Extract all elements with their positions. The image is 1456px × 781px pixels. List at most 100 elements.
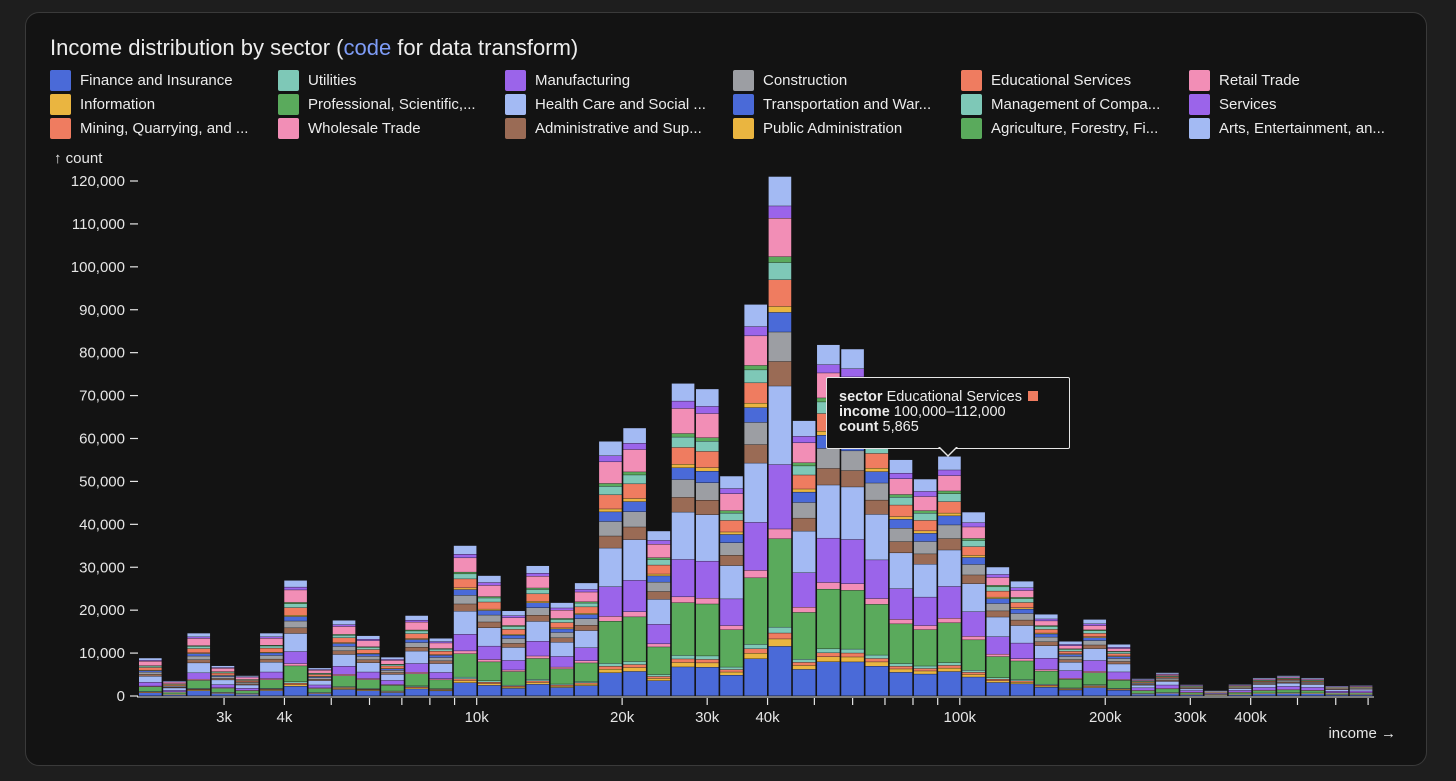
bar-segment[interactable] bbox=[429, 651, 453, 655]
bar-segment[interactable] bbox=[211, 678, 235, 680]
bar-segment[interactable] bbox=[986, 636, 1010, 654]
bar-segment[interactable] bbox=[1034, 625, 1058, 627]
bar-segment[interactable] bbox=[695, 406, 719, 414]
bar-segment[interactable] bbox=[1252, 677, 1276, 679]
bar-segment[interactable] bbox=[647, 565, 671, 574]
bar-segment[interactable] bbox=[938, 513, 961, 516]
bar-segment[interactable] bbox=[574, 684, 598, 686]
bar-segment[interactable] bbox=[478, 615, 501, 622]
bar-segment[interactable] bbox=[308, 676, 332, 678]
bar-segment[interactable] bbox=[1034, 637, 1058, 642]
bar-segment[interactable] bbox=[405, 673, 428, 686]
bar-segment[interactable] bbox=[623, 498, 646, 502]
bar-segment[interactable] bbox=[792, 518, 816, 531]
bar-segment[interactable] bbox=[720, 630, 743, 667]
bar-segment[interactable] bbox=[720, 476, 743, 489]
bar-segment[interactable] bbox=[962, 512, 985, 523]
bar-segment[interactable] bbox=[1010, 661, 1034, 680]
bar-segment[interactable] bbox=[1034, 642, 1058, 646]
bar-segment[interactable] bbox=[1301, 687, 1324, 691]
bar-segment[interactable] bbox=[526, 658, 550, 680]
bar-segment[interactable] bbox=[647, 531, 671, 541]
bar-segment[interactable] bbox=[695, 467, 719, 471]
bar-segment[interactable] bbox=[163, 692, 186, 694]
bar-segment[interactable] bbox=[187, 646, 211, 649]
bar-segment[interactable] bbox=[163, 694, 186, 696]
bar-segment[interactable] bbox=[671, 662, 695, 667]
bar-segment[interactable] bbox=[1277, 675, 1300, 677]
bar-segment[interactable] bbox=[1277, 682, 1300, 684]
bar-segment[interactable] bbox=[1180, 692, 1203, 694]
bar-segment[interactable] bbox=[671, 447, 695, 465]
bar-segment[interactable] bbox=[235, 683, 259, 684]
bar-segment[interactable] bbox=[986, 682, 1010, 696]
bar-segment[interactable] bbox=[1059, 645, 1082, 649]
bar-segment[interactable] bbox=[187, 690, 211, 696]
bar-segment[interactable] bbox=[792, 665, 816, 670]
bar-segment[interactable] bbox=[211, 668, 235, 672]
bar-segment[interactable] bbox=[913, 629, 937, 666]
bar-segment[interactable] bbox=[865, 658, 889, 662]
bar-segment[interactable] bbox=[405, 638, 428, 640]
bar-segment[interactable] bbox=[1349, 694, 1373, 696]
bar-segment[interactable] bbox=[526, 576, 550, 588]
bar-segment[interactable] bbox=[1252, 684, 1276, 688]
bar-segment[interactable] bbox=[381, 669, 404, 671]
bar-segment[interactable] bbox=[647, 674, 671, 677]
bar-segment[interactable] bbox=[962, 557, 985, 565]
bar-segment[interactable] bbox=[478, 685, 501, 696]
bar-segment[interactable] bbox=[574, 647, 598, 661]
bar-segment[interactable] bbox=[913, 674, 937, 696]
bar-segment[interactable] bbox=[1083, 625, 1107, 630]
bar-segment[interactable] bbox=[332, 646, 356, 651]
bar-segment[interactable] bbox=[1059, 670, 1082, 679]
bar-segment[interactable] bbox=[1107, 652, 1131, 654]
bar-segment[interactable] bbox=[744, 407, 768, 423]
bar-segment[interactable] bbox=[405, 687, 428, 688]
bar-segment[interactable] bbox=[599, 521, 622, 536]
bar-segment[interactable] bbox=[913, 513, 937, 521]
bar-segment[interactable] bbox=[163, 690, 186, 692]
bar-segment[interactable] bbox=[574, 602, 598, 603]
bar-segment[interactable] bbox=[260, 659, 283, 662]
bar-segment[interactable] bbox=[381, 674, 404, 681]
bar-segment[interactable] bbox=[962, 538, 985, 541]
bar-segment[interactable] bbox=[308, 673, 332, 675]
bar-segment[interactable] bbox=[453, 574, 477, 579]
bar-segment[interactable] bbox=[502, 688, 525, 696]
bar-segment[interactable] bbox=[1034, 671, 1058, 684]
bar-segment[interactable] bbox=[792, 659, 816, 663]
bar-segment[interactable] bbox=[187, 637, 211, 639]
bar-segment[interactable] bbox=[308, 680, 332, 685]
bar-segment[interactable] bbox=[1059, 644, 1082, 646]
code-link[interactable]: code bbox=[343, 35, 392, 60]
bar-segment[interactable] bbox=[623, 667, 646, 672]
bar-segment[interactable] bbox=[478, 683, 501, 686]
bar-segment[interactable] bbox=[1034, 626, 1058, 630]
bar-segment[interactable] bbox=[817, 538, 840, 583]
bar-segment[interactable] bbox=[502, 686, 525, 687]
bar-segment[interactable] bbox=[938, 618, 961, 623]
bar-segment[interactable] bbox=[599, 495, 622, 509]
bar-segment[interactable] bbox=[744, 336, 768, 366]
bar-segment[interactable] bbox=[938, 623, 961, 663]
bar-segment[interactable] bbox=[671, 659, 695, 663]
bar-segment[interactable] bbox=[695, 663, 719, 668]
bar-segment[interactable] bbox=[1107, 648, 1131, 652]
bar-segment[interactable] bbox=[768, 218, 792, 257]
bar-segment[interactable] bbox=[574, 681, 598, 683]
bar-segment[interactable] bbox=[308, 685, 332, 688]
bar-segment[interactable] bbox=[429, 678, 453, 680]
bar-segment[interactable] bbox=[453, 545, 477, 555]
bar-segment[interactable] bbox=[478, 610, 501, 615]
bar-segment[interactable] bbox=[405, 672, 428, 674]
bar-segment[interactable] bbox=[744, 463, 768, 523]
bar-segment[interactable] bbox=[550, 656, 574, 667]
bar-segment[interactable] bbox=[744, 659, 768, 696]
bar-segment[interactable] bbox=[647, 676, 671, 679]
bar-segment[interactable] bbox=[1301, 684, 1324, 688]
bar-segment[interactable] bbox=[453, 634, 477, 651]
bar-segment[interactable] bbox=[695, 514, 719, 561]
bar-segment[interactable] bbox=[550, 686, 574, 688]
bar-segment[interactable] bbox=[671, 464, 695, 468]
